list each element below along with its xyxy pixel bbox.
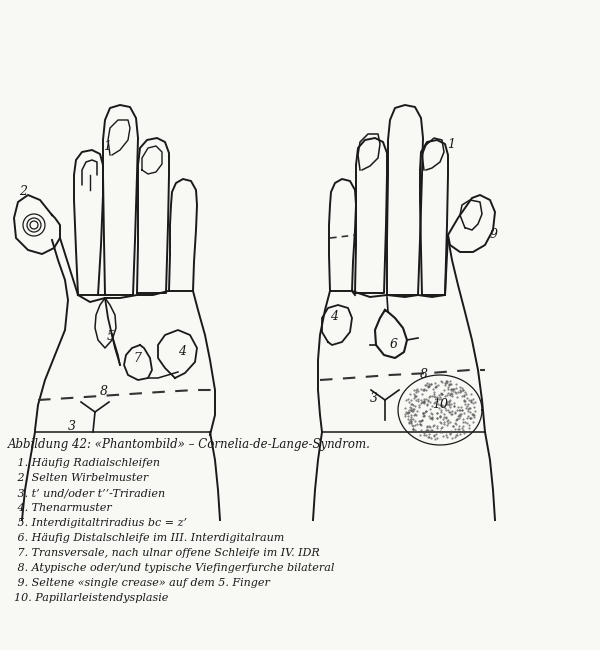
Text: 3. t’ und/oder t’’-Triradien: 3. t’ und/oder t’’-Triradien	[14, 488, 165, 498]
Text: 10. Papillarleistendysplasie: 10. Papillarleistendysplasie	[14, 593, 169, 603]
Text: 4: 4	[330, 310, 338, 323]
Text: 9. Seltene «single crease» auf dem 5. Finger: 9. Seltene «single crease» auf dem 5. Fi…	[14, 578, 270, 588]
Text: 6: 6	[390, 338, 398, 351]
Text: 8. Atypische oder/und typische Viefingerfurche bilateral: 8. Atypische oder/und typische Viefinger…	[14, 563, 334, 573]
Text: 10: 10	[432, 398, 448, 411]
Text: 1. Häufig Radialschleifen: 1. Häufig Radialschleifen	[14, 458, 160, 468]
Text: 7. Transversale, nach ulnar offene Schleife im IV. IDR: 7. Transversale, nach ulnar offene Schle…	[14, 548, 320, 558]
Text: 5: 5	[107, 330, 115, 343]
Text: 9: 9	[490, 228, 498, 241]
Text: 1: 1	[103, 140, 111, 153]
Text: 5. Interdigitaltriradius bc = z’: 5. Interdigitaltriradius bc = z’	[14, 518, 187, 528]
Text: 1: 1	[447, 138, 455, 151]
Text: 3: 3	[68, 420, 76, 433]
Text: Abbildung 42: «Phantombild» – Cornelia-de-Lange-Syndrom.: Abbildung 42: «Phantombild» – Cornelia-d…	[8, 438, 371, 451]
Text: 8: 8	[420, 368, 428, 381]
Text: 7: 7	[133, 352, 141, 365]
Text: 3: 3	[370, 392, 378, 405]
Text: 4: 4	[178, 345, 186, 358]
Text: 2: 2	[19, 185, 27, 198]
Text: 4. Thenarmuster: 4. Thenarmuster	[14, 503, 112, 513]
Text: 2. Selten Wirbelmuster: 2. Selten Wirbelmuster	[14, 473, 148, 483]
Text: 8: 8	[100, 385, 108, 398]
Text: 6. Häufig Distalschleife im III. Interdigitalraum: 6. Häufig Distalschleife im III. Interdi…	[14, 533, 284, 543]
